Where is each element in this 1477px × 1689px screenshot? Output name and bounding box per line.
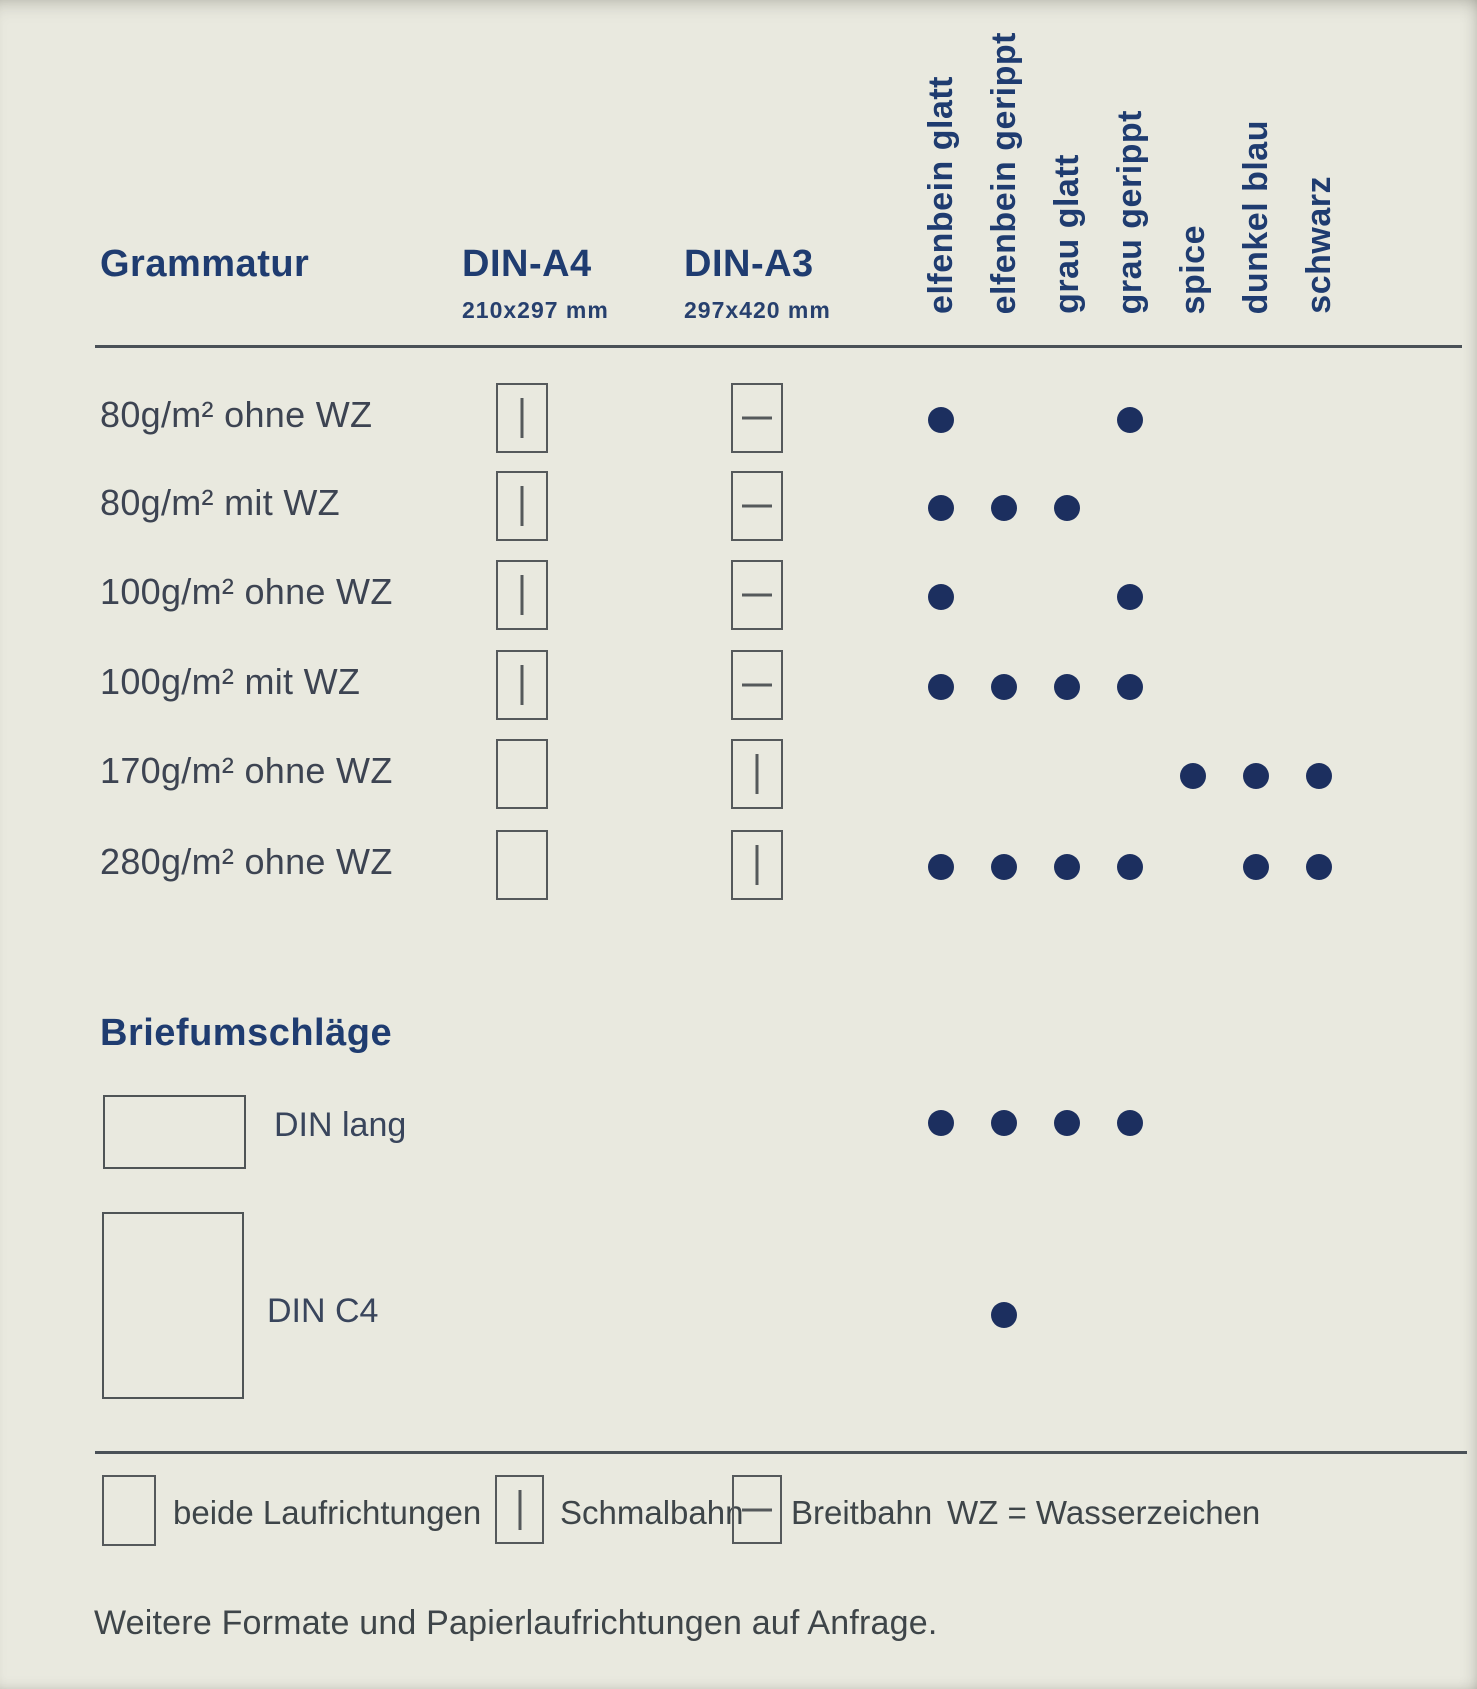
breitbahn-line [742, 504, 772, 508]
laufrichtung-icon-a4 [496, 383, 548, 453]
availability-dot [991, 1302, 1017, 1328]
row-label: 80g/m² ohne WZ [100, 394, 373, 435]
column-header-label: schwarz [1299, 176, 1338, 314]
grammatur-heading: Grammatur [100, 243, 310, 285]
availability-dot [928, 495, 954, 521]
availability-dots [0, 674, 1477, 700]
row-label: 80g/m² mit WZ [100, 482, 340, 523]
schmalbahn-line [520, 575, 524, 615]
din-lang-envelope-shape [103, 1095, 246, 1169]
legend-label: Breitbahn [791, 1494, 933, 1531]
availability-dot [1117, 854, 1143, 880]
din-a4-heading: DIN-A4 [462, 243, 592, 285]
laufrichtung-icon-a4 [496, 471, 548, 541]
column-header-label: elfenbein glatt [921, 76, 960, 314]
laufrichtung-icon-a4 [496, 650, 548, 720]
legend-label: beide Laufrichtungen [173, 1494, 482, 1531]
availability-dot [928, 584, 954, 610]
envelope-label: DIN C4 [267, 1292, 379, 1330]
availability-dots [0, 584, 1477, 610]
availability-dot [991, 495, 1017, 521]
column-header-elfenbein-gerippt: elfenbein gerippt [980, 0, 1028, 314]
din-c4-envelope-shape [102, 1212, 244, 1399]
din-a3-size: 297x420 mm [684, 297, 831, 323]
envelopes-heading: Briefumschläge [100, 1012, 393, 1054]
availability-dot [1243, 763, 1269, 789]
laufrichtung-icon-a3 [731, 471, 783, 541]
availability-dot [1117, 674, 1143, 700]
column-header-label: spice [1173, 224, 1212, 314]
availability-dot [1243, 854, 1269, 880]
breitbahn-line [742, 683, 772, 687]
schmalbahn-line [520, 398, 524, 438]
availability-dots [0, 495, 1477, 521]
row-label: 170g/m² ohne WZ [100, 750, 393, 791]
availability-dot [1180, 763, 1206, 789]
laufrichtung-icon-a3 [731, 383, 783, 453]
schmalbahn-line [755, 845, 759, 885]
laufrichtung-icon-a3 [731, 650, 783, 720]
availability-dot [1054, 854, 1080, 880]
schmalbahn-line [755, 754, 759, 794]
column-header-label: grau glatt [1047, 154, 1086, 314]
column-header-label: grau gerippt [1110, 109, 1149, 314]
availability-dots [0, 1302, 1477, 1328]
column-header-elfenbein-glatt: elfenbein glatt [917, 0, 965, 314]
laufrichtung-icon-a4 [496, 560, 548, 630]
legend-label: Schmalbahn [560, 1494, 744, 1531]
availability-dots [0, 407, 1477, 433]
availability-dots [0, 854, 1477, 880]
column-header-dunkel-blau: dunkel blau [1232, 0, 1280, 314]
schmalbahn-line [520, 486, 524, 526]
availability-dot [1054, 495, 1080, 521]
laufrichtung-icon-a4 [496, 830, 548, 900]
din-a4-size: 210x297 mm [462, 297, 609, 323]
column-header-spice: spice [1169, 0, 1217, 314]
column-header-label: dunkel blau [1236, 119, 1275, 314]
availability-dot [991, 1110, 1017, 1136]
availability-dot [928, 854, 954, 880]
breitbahn-line [742, 416, 772, 420]
row-label: 100g/m² ohne WZ [100, 571, 393, 612]
row-label: 100g/m² mit WZ [100, 661, 361, 702]
availability-dot [1117, 584, 1143, 610]
laufrichtung-icon-a3 [731, 739, 783, 809]
availability-dots [0, 763, 1477, 789]
availability-dot [1117, 1110, 1143, 1136]
beide-laufrichtungen-icon [102, 1475, 156, 1546]
schmalbahn-line [518, 1489, 521, 1530]
laufrichtung-icon-a4 [496, 739, 548, 809]
envelope-label: DIN lang [274, 1106, 407, 1144]
column-header-grau-glatt: grau glatt [1043, 0, 1091, 314]
availability-dots [0, 1110, 1477, 1136]
availability-dot [1054, 1110, 1080, 1136]
availability-dot [991, 674, 1017, 700]
availability-dot [1117, 407, 1143, 433]
laufrichtung-icon-a3 [731, 830, 783, 900]
legend-note: WZ = Wasserzeichen [947, 1494, 1261, 1531]
row-label: 280g/m² ohne WZ [100, 841, 393, 882]
laufrichtung-icon-a3 [731, 560, 783, 630]
schmalbahn-line [520, 665, 524, 705]
footer-note: Weitere Formate und Papierlaufrichtungen… [94, 1604, 938, 1642]
column-header-label: elfenbein gerippt [984, 31, 1023, 314]
availability-dot [991, 854, 1017, 880]
breitbahn-icon [732, 1475, 782, 1544]
din-a3-heading: DIN-A3 [684, 243, 814, 285]
availability-dot [1306, 763, 1332, 789]
breitbahn-line [742, 1508, 772, 1511]
breitbahn-line [742, 593, 772, 597]
column-header-grau-gerippt: grau gerippt [1106, 0, 1154, 314]
column-header-schwarz: schwarz [1295, 0, 1343, 314]
schmalbahn-icon [495, 1475, 544, 1544]
availability-dot [928, 1110, 954, 1136]
header-rule [95, 345, 1462, 348]
availability-dot [1054, 674, 1080, 700]
availability-dot [1306, 854, 1332, 880]
legend-rule [95, 1451, 1467, 1454]
availability-dot [928, 674, 954, 700]
availability-dot [928, 407, 954, 433]
